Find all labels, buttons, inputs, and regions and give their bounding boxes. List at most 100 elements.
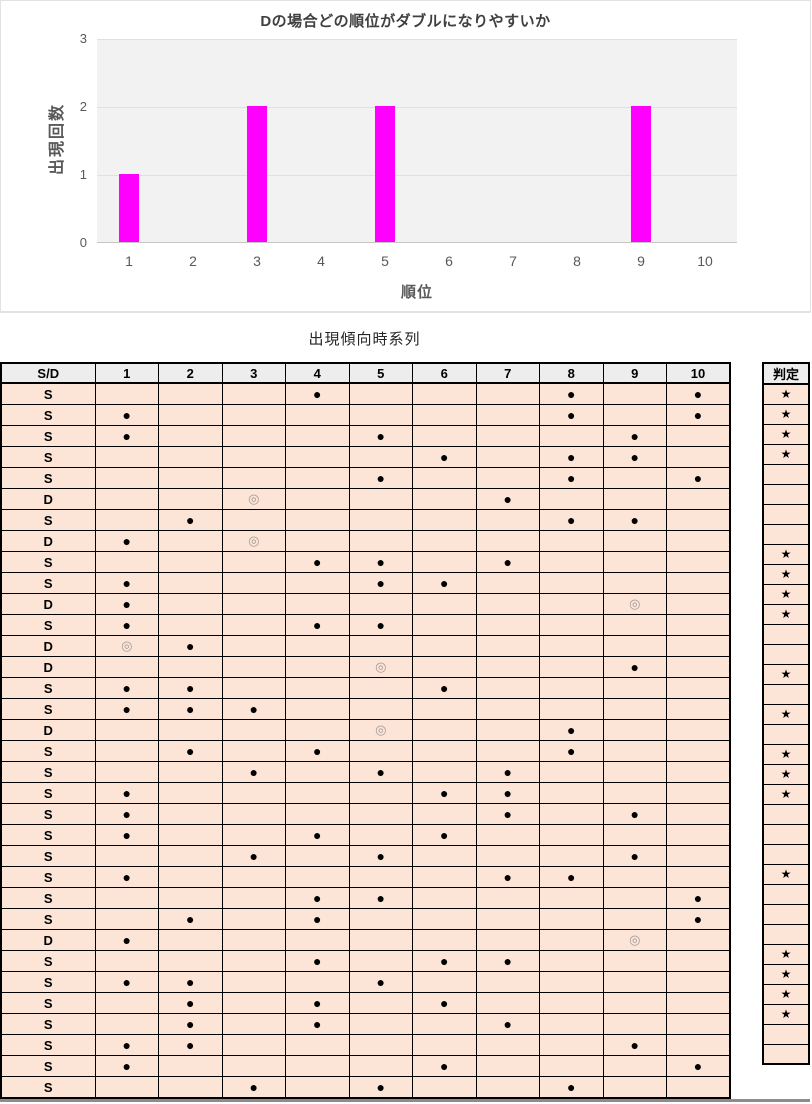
mark-cell[interactable] — [539, 824, 604, 846]
sd-cell[interactable]: S — [0, 698, 96, 720]
sd-cell[interactable]: S — [0, 614, 96, 636]
judge-cell[interactable]: ★ — [762, 863, 810, 885]
mark-cell[interactable]: ● — [475, 803, 540, 825]
mark-cell[interactable] — [666, 530, 731, 552]
mark-cell[interactable] — [412, 1013, 477, 1035]
mark-cell[interactable] — [539, 551, 604, 573]
mark-cell[interactable]: ● — [94, 425, 159, 447]
judge-cell[interactable]: ★ — [762, 743, 810, 765]
mark-cell[interactable]: ● — [666, 467, 731, 489]
mark-cell[interactable] — [221, 740, 286, 762]
mark-cell[interactable] — [602, 488, 667, 510]
mark-cell[interactable] — [158, 593, 223, 615]
mark-cell[interactable] — [475, 530, 540, 552]
mark-cell[interactable] — [475, 845, 540, 867]
mark-cell[interactable] — [285, 677, 350, 699]
mark-cell[interactable] — [285, 803, 350, 825]
mark-cell[interactable]: ● — [348, 467, 413, 489]
rank-column-header[interactable]: 2 — [158, 362, 223, 384]
sd-cell[interactable]: S — [0, 467, 96, 489]
mark-cell[interactable] — [221, 656, 286, 678]
mark-cell[interactable]: ● — [602, 1034, 667, 1056]
mark-cell[interactable] — [221, 425, 286, 447]
mark-cell[interactable]: ● — [412, 992, 477, 1014]
mark-cell[interactable] — [602, 761, 667, 783]
rank-column-header[interactable]: 8 — [539, 362, 604, 384]
mark-cell[interactable] — [602, 824, 667, 846]
mark-cell[interactable]: ● — [94, 1034, 159, 1056]
mark-cell[interactable] — [539, 803, 604, 825]
judge-cell[interactable] — [762, 1023, 810, 1045]
sd-cell[interactable]: S — [0, 1055, 96, 1077]
mark-cell[interactable] — [285, 656, 350, 678]
mark-cell[interactable] — [666, 656, 731, 678]
mark-cell[interactable] — [285, 1055, 350, 1077]
mark-cell[interactable] — [475, 908, 540, 930]
mark-cell[interactable]: ● — [602, 845, 667, 867]
mark-cell[interactable] — [412, 404, 477, 426]
judge-cell[interactable] — [762, 903, 810, 925]
mark-cell[interactable]: ● — [221, 698, 286, 720]
mark-cell[interactable] — [221, 572, 286, 594]
mark-cell[interactable] — [158, 719, 223, 741]
mark-cell[interactable]: ● — [94, 803, 159, 825]
mark-cell[interactable]: ● — [348, 971, 413, 993]
mark-cell[interactable] — [348, 677, 413, 699]
mark-cell[interactable]: ● — [539, 446, 604, 468]
mark-cell[interactable]: ● — [94, 866, 159, 888]
mark-cell[interactable] — [221, 971, 286, 993]
mark-cell[interactable] — [158, 866, 223, 888]
mark-cell[interactable] — [666, 635, 731, 657]
mark-cell[interactable] — [602, 530, 667, 552]
judge-cell[interactable]: ★ — [762, 963, 810, 985]
mark-cell[interactable]: ● — [539, 467, 604, 489]
mark-cell[interactable]: ● — [158, 971, 223, 993]
sd-cell[interactable]: S — [0, 845, 96, 867]
mark-cell[interactable] — [94, 488, 159, 510]
mark-cell[interactable] — [221, 866, 286, 888]
mark-cell[interactable] — [158, 404, 223, 426]
mark-cell[interactable] — [94, 551, 159, 573]
mark-cell[interactable] — [94, 761, 159, 783]
mark-cell[interactable] — [221, 719, 286, 741]
mark-cell[interactable] — [412, 614, 477, 636]
mark-cell[interactable]: ● — [158, 698, 223, 720]
mark-cell[interactable] — [602, 677, 667, 699]
mark-cell[interactable] — [412, 845, 477, 867]
mark-cell[interactable] — [602, 1055, 667, 1077]
mark-cell[interactable]: ● — [539, 404, 604, 426]
mark-cell[interactable]: ● — [348, 572, 413, 594]
mark-cell[interactable] — [285, 446, 350, 468]
mark-cell[interactable] — [539, 887, 604, 909]
mark-cell[interactable]: ● — [348, 614, 413, 636]
mark-cell[interactable]: ● — [285, 950, 350, 972]
mark-cell[interactable]: ● — [539, 1076, 604, 1099]
mark-cell[interactable]: ● — [602, 509, 667, 531]
mark-cell[interactable]: ● — [94, 929, 159, 951]
mark-cell[interactable] — [221, 467, 286, 489]
mark-cell[interactable] — [348, 1034, 413, 1056]
mark-cell[interactable] — [285, 509, 350, 531]
mark-cell[interactable] — [158, 1076, 223, 1099]
mark-cell[interactable]: ● — [158, 635, 223, 657]
mark-cell[interactable] — [602, 382, 667, 405]
mark-cell[interactable] — [666, 845, 731, 867]
mark-cell[interactable] — [412, 929, 477, 951]
mark-cell[interactable] — [412, 425, 477, 447]
mark-cell[interactable] — [94, 908, 159, 930]
mark-cell[interactable]: ● — [348, 1076, 413, 1099]
judge-cell[interactable]: ★ — [762, 703, 810, 725]
mark-cell[interactable] — [475, 824, 540, 846]
mark-cell[interactable] — [475, 467, 540, 489]
mark-cell[interactable] — [158, 656, 223, 678]
mark-cell[interactable] — [94, 1076, 159, 1099]
mark-cell[interactable]: ● — [285, 992, 350, 1014]
sd-cell[interactable]: D — [0, 593, 96, 615]
mark-cell[interactable]: ● — [348, 425, 413, 447]
mark-cell[interactable]: ◎ — [221, 488, 286, 510]
mark-cell[interactable] — [539, 530, 604, 552]
mark-cell[interactable] — [602, 614, 667, 636]
mark-cell[interactable] — [539, 1034, 604, 1056]
mark-cell[interactable] — [666, 803, 731, 825]
judge-cell[interactable] — [762, 923, 810, 945]
